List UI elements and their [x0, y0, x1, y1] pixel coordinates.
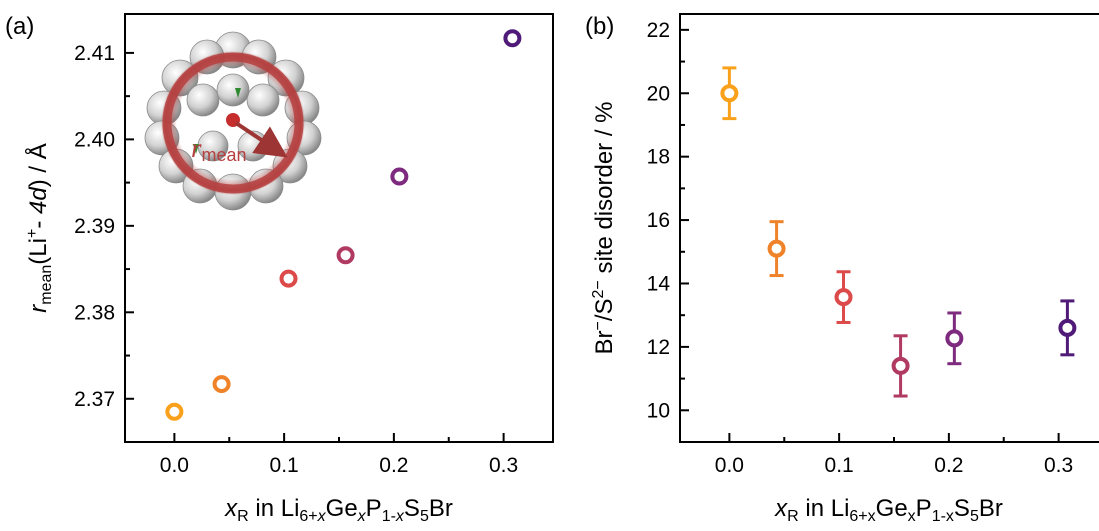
y-tick-label: 18: [647, 146, 670, 169]
panel-a: (a) 0.0 0.1 0.2 0.3 2.37 2.38 2.39 2.40 2.41 rm…: [5, 13, 554, 525]
x-tick-label: 0.3: [489, 454, 518, 477]
inset-r-label: rmean: [191, 133, 247, 165]
data-point: [891, 356, 910, 375]
data-point: [212, 375, 231, 394]
panel-b-axes-frame: [679, 13, 1099, 443]
data-point: [165, 402, 184, 421]
panel-a-y-ticks: 2.37 2.38 2.39 2.40 2.41: [74, 42, 134, 411]
x-tick-label: 0.0: [160, 454, 189, 477]
y-tick-label: 2.39: [74, 215, 115, 238]
panel-a-label: (a): [5, 13, 34, 40]
x-tick-label: 0.0: [715, 454, 744, 477]
y-tick-label: 22: [647, 19, 670, 42]
x-tick-label: 0.3: [1044, 454, 1073, 477]
inset-ring: [162, 52, 304, 194]
data-point: [336, 246, 355, 265]
data-point: [390, 167, 409, 186]
panel-b-xlabel: xR in Li6+xGexP1-xS5Br: [774, 495, 1003, 525]
y-tick-label: 2.37: [74, 388, 115, 411]
data-point: [720, 84, 739, 103]
panel-b-x-ticks: 0.0 0.1 0.2 0.3: [715, 433, 1073, 477]
panel-a-ylabel: rmean(Li+- 4d) / Å: [24, 143, 55, 312]
y-tick-label: 20: [647, 82, 670, 105]
y-tick-label: 12: [647, 336, 670, 359]
x-tick-label: 0.2: [934, 454, 963, 477]
data-point: [279, 269, 298, 288]
y-tick-label: 14: [647, 272, 671, 295]
y-tick-label: 2.41: [74, 42, 115, 65]
li-cage-inset: rmean: [144, 31, 322, 211]
data-point: [503, 29, 522, 48]
x-tick-label: 0.2: [379, 454, 408, 477]
panel-a-points: [165, 29, 522, 421]
y-tick-label: 10: [647, 399, 670, 422]
x-tick-label: 0.1: [825, 454, 854, 477]
panel-a-xlabel: xR in Li6+xGexP1-xS5Br: [224, 495, 453, 525]
x-tick-label: 0.1: [270, 454, 299, 477]
panel-b-y-ticks: 10 12 14 16 18 20 22: [647, 19, 689, 422]
y-tick-label: 2.40: [74, 128, 115, 151]
panel-b-label: (b): [585, 13, 614, 40]
panel-b-points: [720, 66, 1077, 398]
data-point: [834, 288, 853, 307]
radius-arrow: [234, 121, 288, 158]
data-point: [945, 329, 964, 348]
y-tick-label: 16: [647, 209, 670, 232]
panel-a-x-ticks: 0.0 0.1 0.2 0.3: [160, 433, 518, 477]
data-point: [767, 239, 786, 258]
panel-b: (b) 0.0 0.1 0.2 0.3 10 12 14 16 18 20 22 Br−/S2− …: [585, 13, 1099, 525]
panel-b-ylabel: Br−/S2− site disorder / %: [590, 101, 618, 354]
data-point: [1058, 318, 1077, 337]
y-tick-label: 2.38: [74, 301, 115, 324]
